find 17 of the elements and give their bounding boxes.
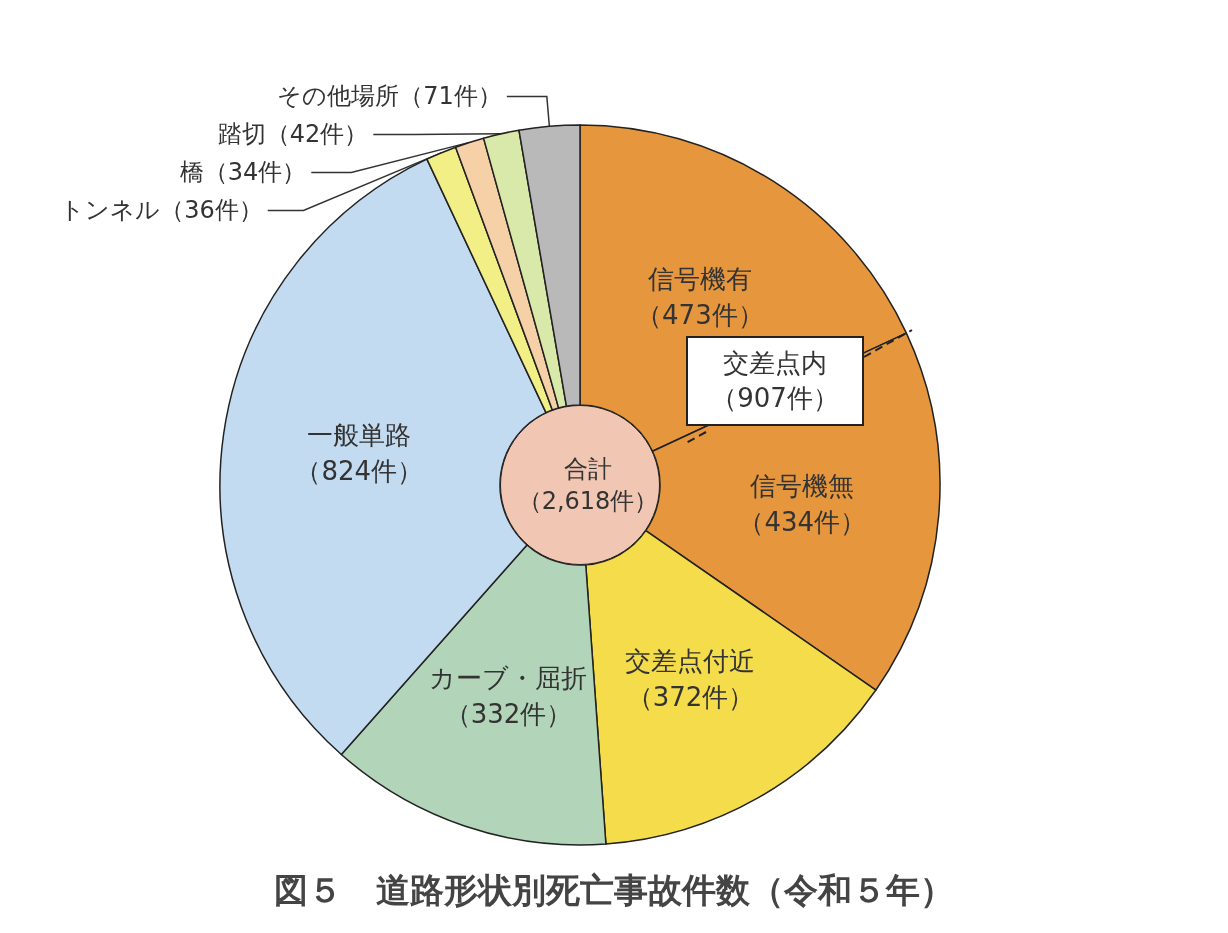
data-label: （824件） — [295, 456, 424, 487]
slice-label: 一般単路 — [307, 420, 412, 451]
text: 合計（2,618件） — [516, 454, 660, 517]
slice-label: トンネル（36件） — [60, 196, 263, 225]
slice-label: 橋（34件） — [179, 158, 307, 187]
slice-label: 交差点付近 — [625, 645, 756, 676]
slice-label: 踏切（42件） — [217, 120, 369, 149]
slice-label: その他場所（71件） — [277, 82, 502, 111]
data-label: （332件） — [444, 699, 573, 730]
data-label: （434件） — [738, 506, 867, 537]
data-label: （473件） — [636, 299, 764, 330]
data-label: （372件） — [626, 681, 755, 712]
slice-label: 信号機無 — [750, 470, 855, 501]
text: 図５ 道路形状別死亡事故件数（令和５年） — [273, 869, 955, 912]
text: 交差点内（907件） — [686, 336, 864, 426]
slice-label: 信号機有 — [647, 263, 752, 294]
slice-label: カーブ・屈折 — [429, 663, 588, 694]
